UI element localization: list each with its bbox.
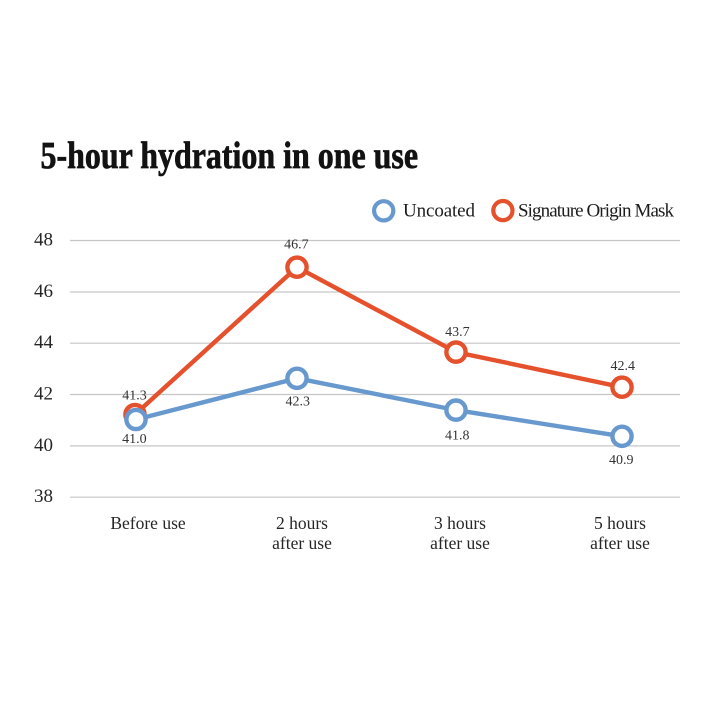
svg-text:Before use: Before use [110, 513, 186, 533]
svg-text:43.7: 43.7 [445, 325, 470, 340]
svg-text:after use: after use [430, 533, 490, 553]
svg-text:44: 44 [34, 332, 54, 353]
svg-text:40.9: 40.9 [609, 453, 634, 468]
svg-text:48: 48 [34, 230, 53, 251]
svg-text:42.3: 42.3 [286, 395, 311, 410]
svg-text:38: 38 [34, 486, 53, 507]
svg-text:after use: after use [272, 533, 332, 553]
svg-text:5 hours: 5 hours [594, 513, 646, 533]
svg-text:2 hours: 2 hours [276, 513, 328, 533]
svg-text:3 hours: 3 hours [434, 513, 486, 533]
svg-text:46: 46 [34, 281, 53, 302]
svg-text:Signature Origin Mask: Signature Origin Mask [518, 201, 675, 222]
svg-text:5-hour hydration in one use: 5-hour hydration in one use [41, 135, 419, 177]
svg-text:41.3: 41.3 [122, 389, 147, 404]
svg-text:after use: after use [590, 533, 650, 553]
svg-text:42: 42 [34, 384, 53, 405]
svg-text:46.7: 46.7 [284, 238, 309, 253]
svg-text:40: 40 [34, 435, 53, 456]
svg-text:42.4: 42.4 [610, 359, 635, 374]
svg-text:41.0: 41.0 [122, 432, 147, 447]
svg-text:41.8: 41.8 [445, 428, 470, 443]
svg-text:Uncoated: Uncoated [403, 201, 476, 222]
